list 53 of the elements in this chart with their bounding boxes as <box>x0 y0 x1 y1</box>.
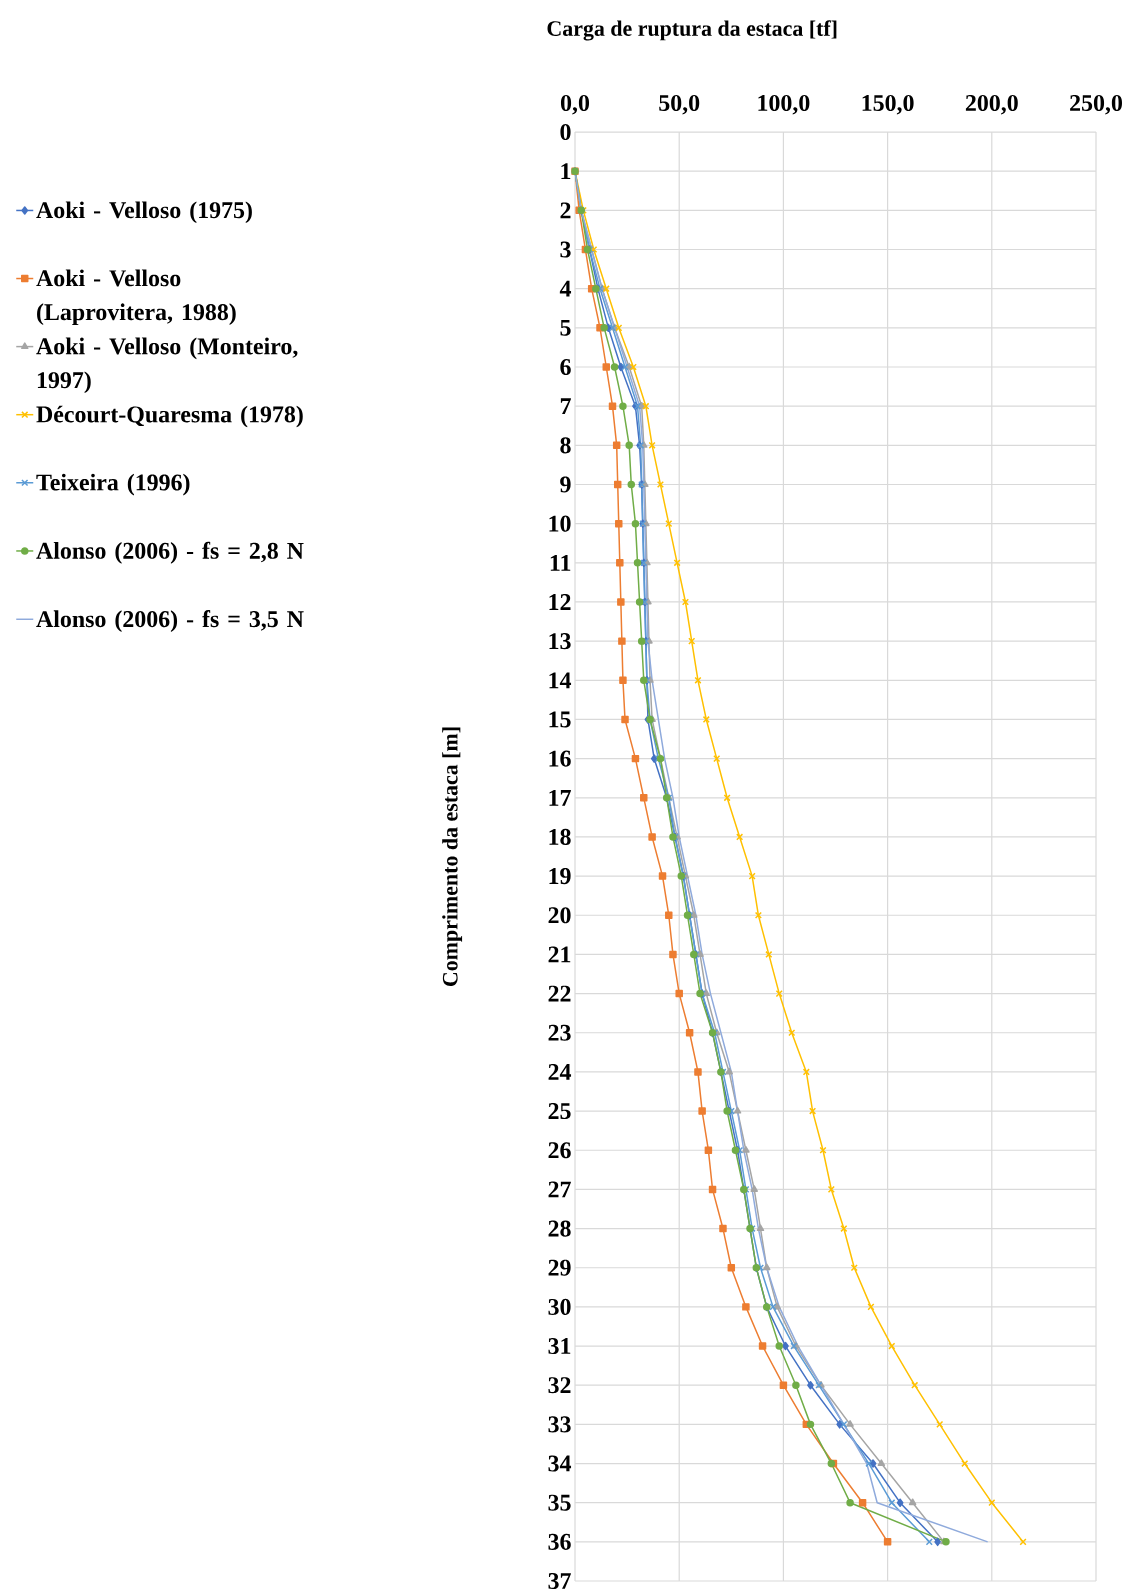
y-tick-label: 4 <box>559 280 572 297</box>
x-tick-label: 50,0 <box>659 94 700 115</box>
y-tick-label: 25 <box>548 1103 571 1120</box>
y-tick-label: 26 <box>548 1142 571 1159</box>
y-tick-label: 33 <box>548 1416 571 1433</box>
y-tick-label: 13 <box>549 633 571 650</box>
y-tick-label: 35 <box>548 1494 571 1511</box>
x-axis-title: Carga de ruptura da estaca [tf] <box>547 20 837 41</box>
legend-label: Décourt-Quaresma (1978) <box>36 405 303 428</box>
y-tick-label: 1 <box>561 163 571 180</box>
y-tick-label: 11 <box>550 554 571 571</box>
legend-label: Aoki - Velloso (Laprovitera, 1988) <box>36 269 236 326</box>
y-tick-label: 22 <box>548 985 571 1002</box>
y-tick-label: 20 <box>548 907 571 924</box>
y-tick-label: 6 <box>560 358 571 376</box>
y-tick-label: 36 <box>548 1533 571 1550</box>
y-tick-label: 7 <box>560 398 571 414</box>
legend-label: Aoki - Velloso (Monteiro, 1997) <box>36 337 298 394</box>
y-tick-label: 10 <box>549 515 571 532</box>
y-tick-label: 32 <box>548 1377 571 1394</box>
y-tick-label: 21 <box>548 946 571 963</box>
legend-label: Teixeira (1996) <box>36 473 190 496</box>
y-tick-label: 15 <box>549 711 571 728</box>
y-tick-label: 0 <box>560 123 571 141</box>
y-tick-label: 12 <box>549 594 571 610</box>
legend-label: Alonso (2006) - fs = 2,8 N <box>36 541 304 564</box>
x-tick-label: 250,0 <box>1070 94 1122 115</box>
y-tick-label: 30 <box>548 1298 571 1315</box>
legend-label: Alonso (2006) - fs = 3,5 N <box>36 610 304 633</box>
y-tick-label: 23 <box>548 1024 571 1041</box>
x-tick-label: 200,0 <box>965 94 1018 115</box>
y-tick-label: 34 <box>548 1455 572 1472</box>
y-tick-label: 24 <box>548 1064 572 1080</box>
y-tick-label: 31 <box>548 1338 571 1355</box>
y-tick-label: 28 <box>548 1220 571 1237</box>
y-tick-label: 8 <box>560 437 571 454</box>
y-tick-label: 16 <box>549 750 571 767</box>
y-tick-label: 5 <box>560 319 571 336</box>
y-tick-label: 14 <box>549 672 572 689</box>
x-tick-label: 0,0 <box>560 94 590 115</box>
y-tick-label: 29 <box>548 1259 571 1276</box>
y-tick-label: 3 <box>560 241 571 258</box>
y-tick-label: 2 <box>560 202 571 219</box>
y-tick-label: 17 <box>549 789 571 806</box>
x-tick-label: 150,0 <box>862 94 914 115</box>
legend-label: Aoki - Velloso (1975) <box>36 201 252 224</box>
y-tick-label: 9 <box>560 476 571 493</box>
y-tick-label: 27 <box>548 1181 571 1198</box>
x-tick-label: 100,0 <box>758 94 810 115</box>
y-tick-label: 19 <box>549 868 571 885</box>
y-tick-label: 37 <box>548 1572 571 1590</box>
y-axis-title: Comprimento da estaca [m] <box>442 727 463 987</box>
y-tick-label: 18 <box>549 828 571 846</box>
